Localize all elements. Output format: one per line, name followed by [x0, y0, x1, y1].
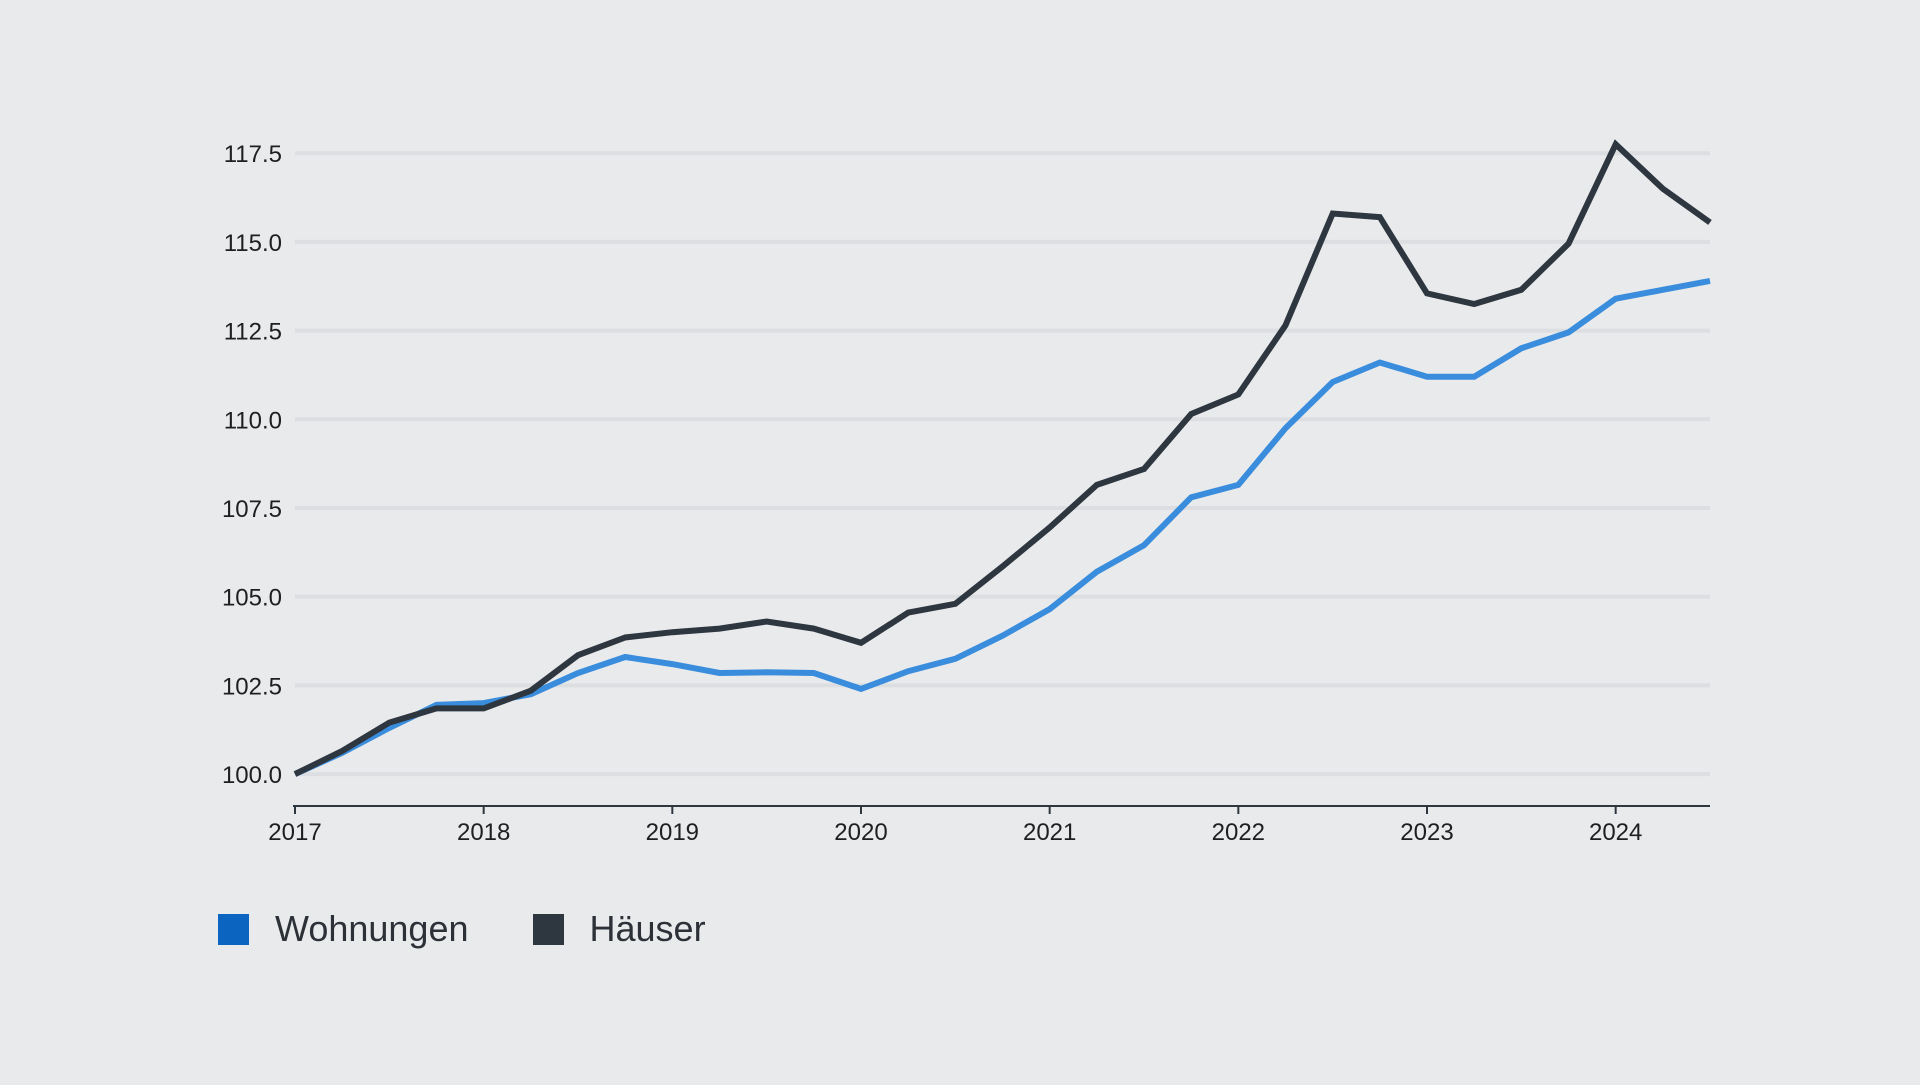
y-tick-label: 107.5 [222, 496, 282, 523]
x-tick-label: 2024 [1589, 819, 1642, 846]
y-tick-label: 105.0 [222, 585, 282, 612]
x-tick-labels: 2017 2018 2019 2020 2021 2022 2023 2024 [268, 819, 1642, 846]
legend-swatch-haeuser [532, 913, 564, 945]
series-lines [293, 139, 1712, 777]
y-tick-label: 110.0 [224, 407, 282, 434]
legend-swatch-wohnungen [218, 913, 249, 945]
legend-label-haeuser: Häuser [589, 908, 706, 949]
y-tick-label: 100.0 [222, 762, 282, 789]
series-line-wohnungen [293, 277, 1711, 777]
series-line-haeuser [293, 139, 1712, 777]
x-tick-label: 2021 [1023, 819, 1076, 846]
y-tick-labels: 100.0 102.5 105.0 107.5 110.0 112.5 115.0 117.5 [222, 141, 282, 789]
x-tick-label: 2018 [457, 819, 510, 846]
legend-item-wohnungen[interactable]: Wohnungen [218, 908, 469, 950]
y-tick-label: 115.0 [224, 230, 282, 257]
axes [293, 805, 1710, 814]
y-tick-label: 112.5 [224, 319, 282, 346]
x-tick-label: 2019 [646, 819, 699, 846]
x-tick-label: 2017 [268, 819, 321, 846]
x-tick-label: 2022 [1212, 819, 1265, 846]
x-tick-label: 2023 [1400, 819, 1453, 846]
gridlines [295, 151, 1710, 777]
legend-item-haeuser[interactable]: Häuser [532, 908, 706, 950]
y-tick-label: 117.5 [224, 141, 282, 168]
x-tick-label: 2020 [834, 819, 887, 846]
legend-label-wohnungen: Wohnungen [275, 908, 469, 949]
y-tick-label: 102.5 [222, 673, 282, 700]
legend: Wohnungen Häuser [218, 908, 770, 950]
